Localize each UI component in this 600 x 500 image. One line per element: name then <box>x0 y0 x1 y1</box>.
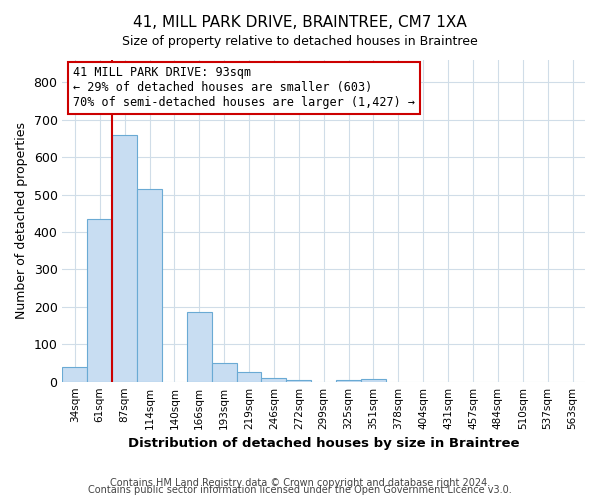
Bar <box>212 363 236 382</box>
Bar <box>361 378 386 382</box>
Bar <box>187 312 212 382</box>
Bar <box>62 366 88 382</box>
Text: Contains HM Land Registry data © Crown copyright and database right 2024.: Contains HM Land Registry data © Crown c… <box>110 478 490 488</box>
Bar <box>112 135 137 382</box>
Bar <box>88 219 112 382</box>
Bar <box>336 380 361 382</box>
Text: Contains public sector information licensed under the Open Government Licence v3: Contains public sector information licen… <box>88 485 512 495</box>
X-axis label: Distribution of detached houses by size in Braintree: Distribution of detached houses by size … <box>128 437 520 450</box>
Text: 41 MILL PARK DRIVE: 93sqm
← 29% of detached houses are smaller (603)
70% of semi: 41 MILL PARK DRIVE: 93sqm ← 29% of detac… <box>73 66 415 110</box>
Text: 41, MILL PARK DRIVE, BRAINTREE, CM7 1XA: 41, MILL PARK DRIVE, BRAINTREE, CM7 1XA <box>133 15 467 30</box>
Text: Size of property relative to detached houses in Braintree: Size of property relative to detached ho… <box>122 35 478 48</box>
Bar <box>262 378 286 382</box>
Bar <box>236 372 262 382</box>
Bar <box>137 189 162 382</box>
Y-axis label: Number of detached properties: Number of detached properties <box>15 122 28 320</box>
Bar <box>286 380 311 382</box>
